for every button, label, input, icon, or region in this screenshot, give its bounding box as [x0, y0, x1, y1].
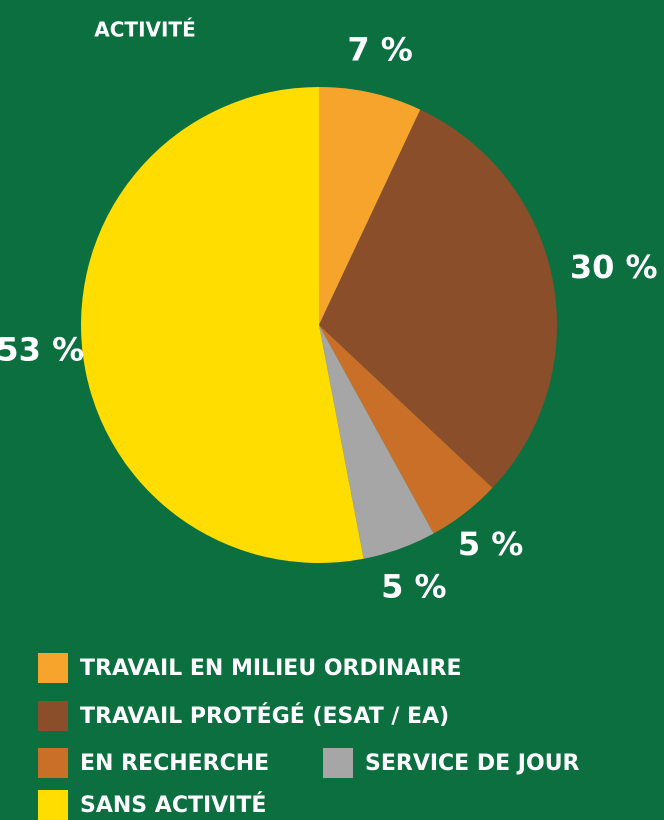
pie-slice — [319, 87, 421, 325]
data-label: 5 % — [381, 567, 446, 605]
pie-slice — [319, 109, 557, 488]
legend-swatch — [323, 748, 353, 778]
legend-label: SANS ACTIVITÉ — [80, 792, 266, 818]
legend-swatch — [38, 790, 68, 820]
pie-slice — [319, 325, 434, 559]
data-label: 5 % — [458, 525, 523, 563]
legend-label: SERVICE DE JOUR — [365, 751, 580, 776]
data-label: 53 % — [0, 330, 84, 368]
legend-label: TRAVAIL PROTÉGÉ (ESAT / EA) — [80, 703, 449, 729]
data-label: 7 % — [347, 31, 412, 69]
legend-swatch — [38, 701, 68, 731]
legend-label: EN RECHERCHE — [80, 751, 269, 776]
legend-label: TRAVAIL EN MILIEU ORDINAIRE — [80, 656, 462, 681]
data-label: 30 % — [570, 248, 658, 286]
legend-swatch — [38, 653, 68, 683]
pie-slice — [319, 325, 493, 534]
legend-swatch — [38, 748, 68, 778]
pie-slice — [81, 87, 364, 563]
chart-title: ACTIVITÉ — [94, 18, 195, 42]
